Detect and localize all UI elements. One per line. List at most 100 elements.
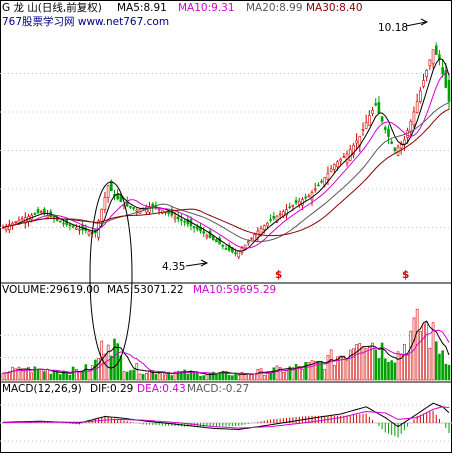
volume-bar <box>4 372 8 381</box>
candle-body <box>383 127 387 130</box>
volume-bar <box>272 367 276 381</box>
volume-bar <box>135 363 139 381</box>
volume-bar <box>199 375 202 381</box>
volume-bar <box>81 371 84 381</box>
volume-bar <box>294 364 298 381</box>
candle-body <box>352 144 355 156</box>
candle-body <box>247 241 250 244</box>
volume-bar <box>434 341 438 381</box>
candle-body <box>221 244 225 247</box>
candle-body <box>291 204 295 207</box>
volume-bar <box>447 364 451 381</box>
candle-body <box>173 216 177 220</box>
volume-bar <box>438 353 441 381</box>
candle-body <box>278 213 282 216</box>
volume-bar <box>173 371 177 381</box>
macd-lines <box>2 402 450 431</box>
volume-bar <box>183 369 186 381</box>
volume-bar <box>419 331 422 381</box>
volume-bar <box>320 361 323 381</box>
ma5-label: MA5:8.91 <box>117 2 167 14</box>
volume-bar <box>336 356 339 381</box>
volume-bar <box>87 370 91 381</box>
candle-body <box>224 248 228 250</box>
volume-bar <box>444 363 448 381</box>
candle-body <box>186 219 190 225</box>
candle-body <box>218 237 221 245</box>
macd-value-label: MACD:-0.27 <box>187 383 249 395</box>
ma20-line <box>2 102 450 243</box>
volume-bar <box>243 374 247 381</box>
volume-bar <box>27 366 30 381</box>
candle-body <box>333 164 336 170</box>
candle-body <box>317 184 320 187</box>
macd-histogram <box>2 410 450 438</box>
candle-body <box>36 209 40 214</box>
volume-bar <box>189 370 193 381</box>
candle-body <box>272 216 276 219</box>
volume-bar <box>180 371 183 381</box>
volume-bar <box>170 375 174 381</box>
volume-bar <box>348 349 352 381</box>
candle-body <box>78 228 81 231</box>
volume-bar <box>313 360 317 381</box>
candle-body <box>59 220 62 223</box>
volume-bar <box>129 370 132 381</box>
candle-body <box>196 226 199 230</box>
volume-bar <box>160 371 164 381</box>
volume-bar <box>380 342 384 381</box>
candle-body <box>434 45 438 55</box>
volume-bar <box>371 342 374 381</box>
dividend-marker-1: $ <box>275 269 282 281</box>
volume-ma5-label: MA5:53071.22 <box>107 284 184 296</box>
candle-body <box>415 101 419 113</box>
candle-body <box>253 234 256 241</box>
dif-label: DIF:0.29 <box>90 383 133 395</box>
candle-body <box>444 70 448 88</box>
volume-bar <box>259 368 263 381</box>
volume-bar <box>262 375 266 381</box>
volume-bar <box>211 371 215 381</box>
volume-bar <box>132 369 135 381</box>
volume-bar <box>304 362 307 381</box>
volume-bar <box>46 369 49 381</box>
volume-bar <box>141 374 145 381</box>
candle-body <box>304 196 307 199</box>
candle-body <box>266 222 269 227</box>
volume-bar <box>11 366 14 381</box>
candle-body <box>297 200 301 205</box>
candle-body <box>208 230 212 238</box>
volume-bar <box>125 371 129 381</box>
candle-body <box>425 69 429 77</box>
volume-bar <box>310 360 314 381</box>
dif-line <box>2 402 450 431</box>
volume-bar <box>374 349 378 381</box>
volume-bar <box>326 355 330 381</box>
volume-bars <box>1 308 451 381</box>
volume-bar <box>297 366 301 381</box>
candle-body <box>205 235 209 238</box>
candle-body <box>374 103 378 106</box>
candle-body <box>406 130 409 138</box>
volume-bar <box>94 359 97 381</box>
volume-bar <box>103 353 107 381</box>
candle-body <box>33 213 37 215</box>
volume-bar <box>358 343 362 381</box>
candle-body <box>326 172 330 180</box>
volume-bar <box>247 373 250 381</box>
volume-bar <box>227 375 231 381</box>
volume-bar <box>154 374 158 381</box>
volume-bar <box>221 370 225 381</box>
candle-body <box>313 188 317 191</box>
volume-bar <box>43 371 46 381</box>
candle-body <box>409 121 413 132</box>
candle-body <box>20 218 24 221</box>
candle-body <box>43 208 46 214</box>
volume-bar <box>202 375 205 381</box>
volume-bar <box>278 367 282 381</box>
volume-bar <box>288 366 292 381</box>
candle-body <box>87 231 91 236</box>
volume-bar <box>186 373 190 381</box>
candle-body <box>275 215 279 223</box>
volume-bar <box>90 365 94 381</box>
